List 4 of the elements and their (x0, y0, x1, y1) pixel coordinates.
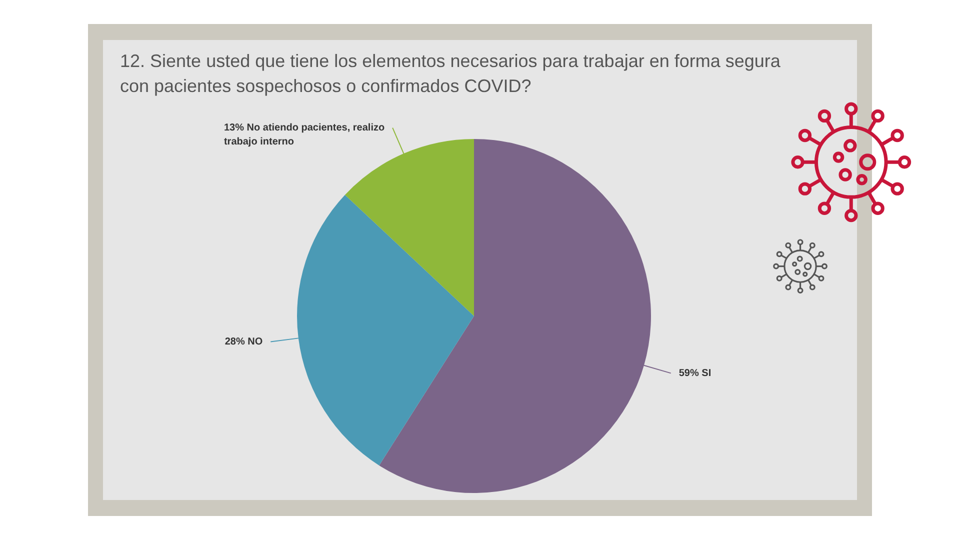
slice-label: 28% NO (224, 336, 263, 348)
slice-label: 59% SI (678, 368, 712, 379)
chart-title: 12. Siente usted que tiene los elementos necesarios para trabajar en forma segura con pacientes sospechosos o confirmados COVID? (120, 50, 782, 98)
slice-label: 13% No atiendo pacientes, realizo trabajo interno (224, 122, 385, 148)
